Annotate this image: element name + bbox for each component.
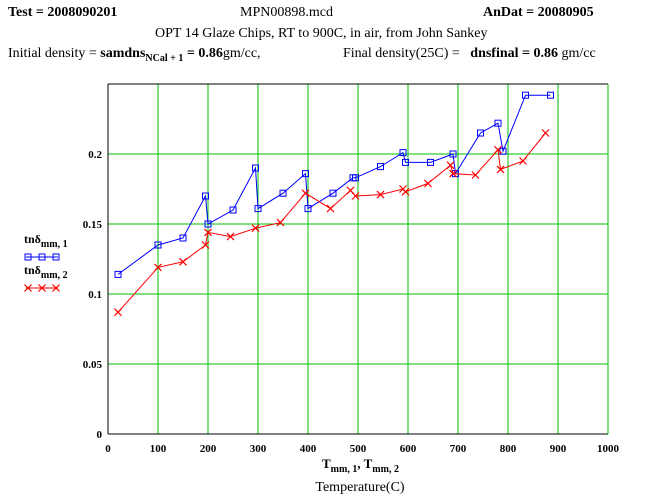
y-tick-label: 0.1: [88, 289, 102, 301]
data-point-series-2: [201, 241, 210, 249]
data-point-series-1: [302, 170, 309, 178]
x-tick-label: 0: [105, 443, 111, 455]
series-line-1: [117, 94, 551, 275]
x-tick-label: 300: [250, 443, 267, 455]
y-tick-label: 0.2: [88, 149, 102, 161]
x-tick-label: 1000: [597, 443, 620, 455]
data-point-series-2: [276, 218, 285, 227]
data-point-series-2: [301, 189, 310, 198]
data-point-series-1: [179, 234, 187, 242]
series-line-2: [117, 132, 546, 313]
legend-marker-1: [24, 253, 32, 261]
data-point-series-1: [204, 220, 212, 228]
x-tick-label: 100: [150, 443, 167, 455]
final-unit: gm/cc: [561, 46, 596, 61]
x-tick-label: 200: [200, 443, 217, 455]
x-tick-label: 600: [400, 443, 417, 455]
data-point-series-1: [399, 149, 407, 157]
axis-labels: Tmm, 1, Tmm, 2 Temperature(C): [315, 456, 405, 495]
data-point-series-1: [522, 91, 529, 99]
data-point-series-2: [424, 179, 432, 188]
initial-value: = 0.86: [186, 46, 223, 61]
legend-marker-1: [38, 253, 46, 261]
legend-marker-2: [38, 284, 46, 292]
initial-var: samdns: [100, 46, 146, 61]
initial-density: Initial density = samdnsNCal + 1 = 0.86g…: [8, 46, 261, 64]
data-point-series-2: [519, 157, 527, 165]
data-point-series-2: [494, 145, 502, 154]
final-var: dnsfinal: [470, 46, 519, 61]
initial-sub: NCal + 1: [145, 52, 184, 64]
data-point-series-1: [352, 174, 359, 182]
data-point-series-1: [377, 163, 384, 171]
legend-marker-2: [52, 284, 60, 292]
initial-label: Initial density =: [8, 46, 97, 61]
sample-description: OPT 14 Glaze Chips, RT to 900C, in air, …: [155, 26, 488, 41]
x-axis-label: Tmm, 1, Tmm, 2: [322, 456, 399, 475]
data-point-series-2: [251, 224, 260, 233]
data-point-series-2: [446, 161, 455, 170]
data-point-series-1: [304, 205, 312, 213]
data-point-series-1: [449, 150, 457, 158]
y-tick-label: 0.05: [83, 359, 103, 371]
data-point-series-2: [114, 308, 122, 317]
data-point-series-1: [254, 205, 262, 213]
data-point-series-1: [252, 164, 259, 172]
data-point-series-2: [496, 165, 505, 174]
legend-marker-2: [24, 284, 32, 292]
test-id: Test = 2008090201: [8, 5, 117, 21]
data-point-series-1: [279, 189, 287, 197]
x-tick-label: 800: [500, 443, 517, 455]
data-point-series-2: [154, 263, 162, 272]
x-tick-label: 900: [550, 443, 567, 455]
data-point-series-2: [326, 204, 335, 213]
legend-marker-1: [52, 253, 60, 261]
test-value: = 2008090201: [35, 5, 118, 20]
final-value: = 0.86: [522, 46, 559, 61]
data-point-series-1: [229, 206, 237, 214]
andat-label: AnDat: [483, 5, 523, 20]
data-point-series-1: [547, 91, 554, 99]
data-point-series-2: [351, 192, 360, 200]
data-point-series-2: [179, 257, 187, 266]
final-density: Final density(25C) = dnsfinal = 0.86 gm/…: [343, 46, 596, 62]
x-axis-caption: Temperature(C): [315, 480, 405, 495]
data-point-series-1: [329, 189, 337, 197]
data-point-series-2: [471, 171, 480, 179]
data-point-series-2: [541, 129, 550, 137]
andat-value: = 20080905: [526, 5, 594, 20]
x-tick-label: 700: [450, 443, 467, 455]
x-tick-label: 400: [300, 443, 317, 455]
data-point-series-1: [477, 129, 484, 137]
data-point-series-1: [202, 192, 209, 200]
grid-lines: [107, 83, 609, 435]
data-point-series-1: [114, 270, 122, 278]
file-name: MPN00898.mcd: [240, 5, 333, 20]
data-point-series-2: [204, 228, 212, 237]
initial-unit: gm/cc,: [222, 46, 261, 61]
data-point-series-2: [449, 169, 457, 178]
data-point-series-1: [402, 158, 409, 166]
data-series: [114, 91, 554, 317]
test-label: Test: [8, 5, 33, 20]
data-point-series-2: [226, 232, 235, 241]
x-tick-label: 500: [350, 443, 367, 455]
data-point-series-2: [376, 190, 385, 199]
y-tick-label: 0: [97, 429, 103, 441]
data-point-series-1: [494, 119, 502, 127]
y-tick-label: 0.15: [83, 219, 103, 231]
tick-labels: 0 100 200 300 400 500 600 700 800 900 1000 0 0.05 0.1…: [83, 149, 620, 455]
legend-label-1: tnδmm, 1: [24, 232, 68, 250]
data-point-series-1: [154, 241, 162, 249]
analysis-date: AnDat = 20080905: [483, 5, 594, 21]
legend-label-2: tnδmm, 2: [24, 263, 68, 281]
data-point-series-1: [427, 158, 434, 166]
legend: tnδmm, 1 tnδmm, 2: [24, 232, 68, 292]
data-point-series-2: [401, 187, 410, 196]
final-label: Final density(25C) =: [343, 46, 460, 61]
